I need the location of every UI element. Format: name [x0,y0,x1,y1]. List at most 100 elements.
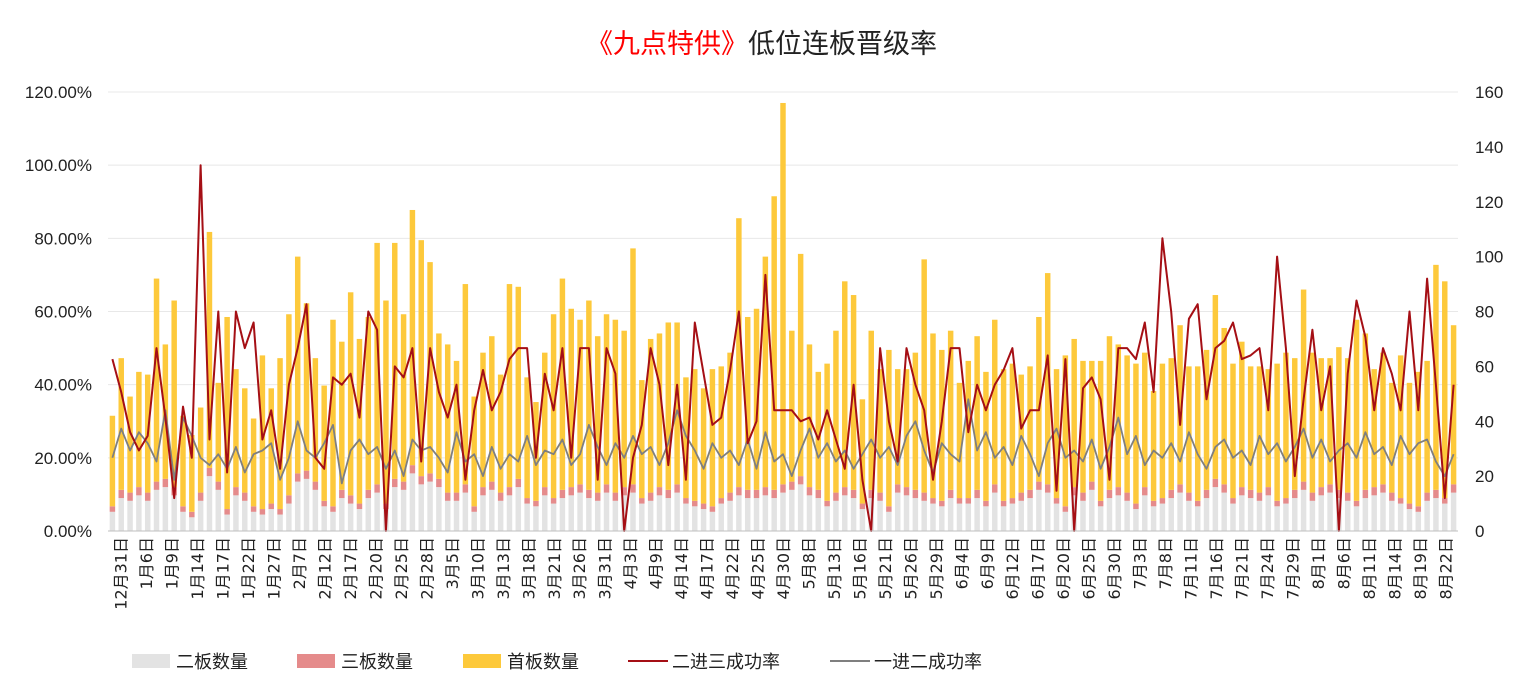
bar-first-board [559,278,566,490]
x-axis-tick-label: 2月28日 [417,537,436,600]
bar-first-board [1106,336,1113,490]
bar-first-board [692,369,698,501]
bar-second-board [303,478,310,531]
bar-first-board [153,278,160,482]
bar-third-board [1009,498,1016,504]
x-axis-tick-label: 8月11日 [1360,537,1379,600]
bar-third-board [1336,489,1342,499]
bar-third-board [400,481,407,490]
bar-third-board [1230,498,1236,504]
bar-first-board [277,358,283,510]
x-axis-tick-label: 1月22日 [239,537,258,600]
bar-first-board [1256,366,1263,493]
legend-label: 三板数量 [341,652,413,673]
bar-second-board [233,495,239,531]
x-axis-tick-label: 7月29日 [1283,537,1302,600]
bar-third-board [1239,487,1245,496]
bar-second-board [1292,498,1298,531]
bar-second-board [1371,495,1377,531]
bar-first-board [762,256,769,488]
bar-third-board [153,481,160,490]
bar-first-board [859,399,866,504]
bar-second-board [118,498,124,531]
bar-third-board [859,503,866,510]
bar-second-board [921,500,927,531]
bar-third-board [965,498,972,504]
bar-second-board [559,498,566,531]
bar-first-board [118,358,124,490]
bar-second-board [153,489,160,531]
bar-third-board [568,487,574,496]
bar-third-board [1106,489,1113,499]
x-axis-tick-label: 3月5日 [443,537,462,589]
bar-first-board [771,196,777,490]
bar-third-board [250,506,257,512]
bar-first-board [383,300,389,504]
bar-first-board [842,281,848,488]
right-axis: 0 20 40 60 80 100 120 140 160 [1475,83,1503,541]
bar-third-board [1442,498,1448,504]
bar-first-board [462,284,469,485]
bar-third-board [797,476,804,485]
bar-first-board [780,102,786,485]
bar-second-board [594,500,601,531]
bar-second-board [1212,487,1219,531]
right-axis-tick-label: 80 [1475,303,1494,322]
bar-third-board [630,484,636,493]
bar-first-board [665,322,672,490]
bar-second-board [206,476,213,531]
bar-second-board [1256,500,1263,531]
bar-third-board [347,495,354,504]
bar-third-board [612,492,619,501]
bar-first-board [1080,360,1086,493]
bar-second-board [630,492,636,531]
bar-third-board [189,511,195,518]
bar-second-board [736,495,742,531]
bar-first-board [1389,382,1395,493]
x-axis: 12月31日 1月6日 1月9日 1月14日 1月17日 1月22日 1月27日 2月7日 2月… [108,530,1458,610]
chart-title-main: 低位连板晋级率 [748,29,937,60]
bar-third-board [1265,487,1272,496]
x-axis-tick-label: 2月17日 [341,537,360,600]
bar-first-board [718,366,724,499]
bar-second-board [365,498,372,531]
bar-first-board [1097,360,1104,501]
bar-first-board [1318,358,1324,488]
bar-first-board [1133,363,1139,504]
legend-swatch [297,654,335,668]
bar-third-board [524,498,530,504]
bar-second-board [656,495,663,531]
bar-first-board [744,316,751,490]
x-axis-tick-label: 7月8日 [1156,537,1175,589]
left-axis-tick-label: 20.00% [34,449,92,468]
line-rate-1to2 [111,398,1455,485]
bar-first-board [242,388,248,493]
bar-second-board [497,500,504,531]
bar-first-board [1283,352,1289,499]
bar-third-board [877,492,883,501]
x-axis-tick-label: 1月6日 [137,537,156,589]
bar-first-board [1450,325,1457,485]
bar-first-board [1142,352,1148,488]
left-axis-tick-label: 80.00% [34,229,92,248]
bar-third-board [1159,498,1166,504]
x-axis-tick-label: 6月30日 [1105,537,1124,600]
bar-first-board [612,319,619,493]
bar-first-board [453,360,460,493]
bar-third-board [930,498,936,504]
line-rate-2to3 [111,164,1455,532]
bar-third-board [1027,489,1033,499]
x-axis-tick-label: 2月12日 [316,537,335,600]
bar-third-board [868,489,874,499]
x-axis-tick-label: 4月22日 [723,537,742,600]
bar-second-board [542,495,548,531]
x-axis-tick-label: 4月9日 [647,537,666,589]
bar-first-board [1424,360,1430,493]
bar-first-board [542,352,548,488]
bar-second-board [983,506,989,531]
x-axis-tick-label: 5月29日 [927,537,946,600]
bar-second-board [771,498,777,531]
bar-second-board [1124,500,1130,531]
bar-third-board [471,506,477,512]
